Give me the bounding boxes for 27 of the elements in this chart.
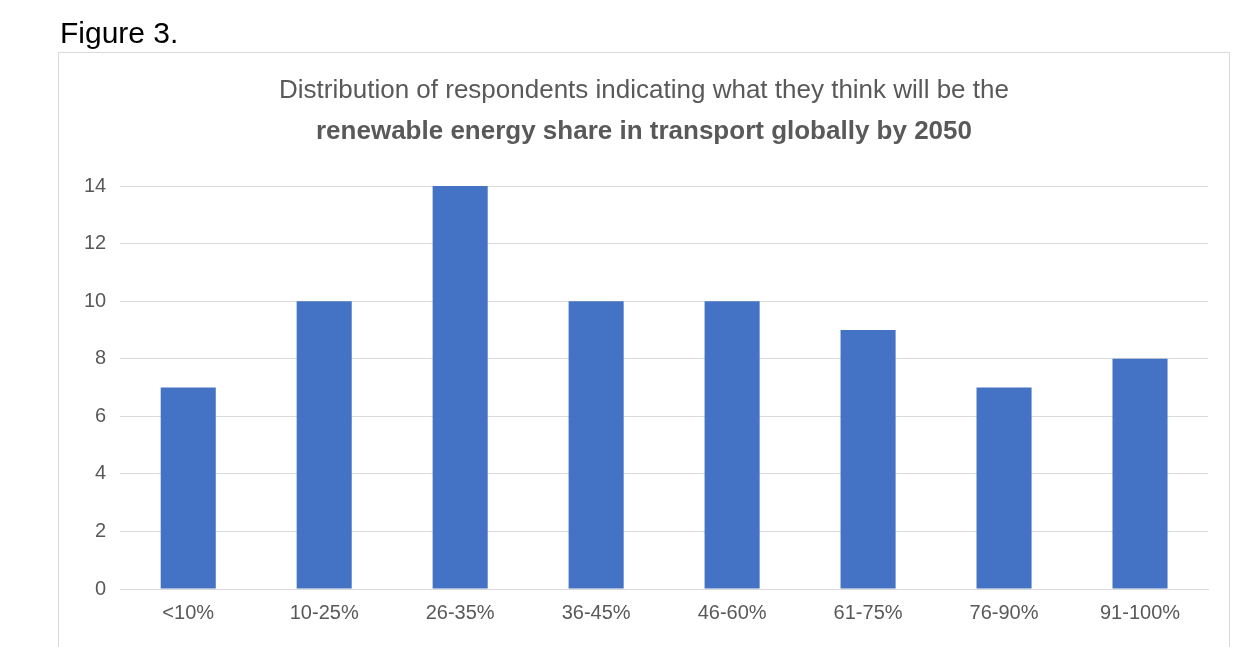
y-tick-label: 0 <box>95 576 107 599</box>
y-tick-label: 8 <box>95 346 107 369</box>
caption: Figure 3. <box>60 16 179 50</box>
bar <box>1112 358 1168 589</box>
y-tick-label: 2 <box>95 518 107 541</box>
x-tick-label: 61-75% <box>833 600 903 623</box>
x-tick-label: <10% <box>162 600 215 623</box>
x-tick-label: 46-60% <box>697 600 767 623</box>
bar <box>160 387 216 589</box>
y-tick-label: 6 <box>95 403 107 426</box>
bar <box>840 329 896 589</box>
x-tick-label: 36-45% <box>561 600 631 623</box>
bar <box>296 301 352 589</box>
bar <box>432 186 488 589</box>
y-tick-label: 4 <box>95 461 107 484</box>
y-tick-label: 14 <box>84 173 107 196</box>
bar <box>976 387 1032 589</box>
y-tick-label: 10 <box>84 288 107 311</box>
x-tick-label: 91-100% <box>1099 600 1181 623</box>
x-tick-label: 76-90% <box>969 600 1039 623</box>
chart-subtitle: renewable energy share in transport globally by 2050 <box>315 115 973 146</box>
chart-title: Distribution of respondents indicating what they think will be the <box>278 74 1010 105</box>
x-tick-label: 26-35% <box>425 600 495 623</box>
y-tick-label: 12 <box>84 231 107 254</box>
bar <box>568 301 624 589</box>
x-tick-label: 10-25% <box>289 600 359 623</box>
bar <box>704 301 760 589</box>
